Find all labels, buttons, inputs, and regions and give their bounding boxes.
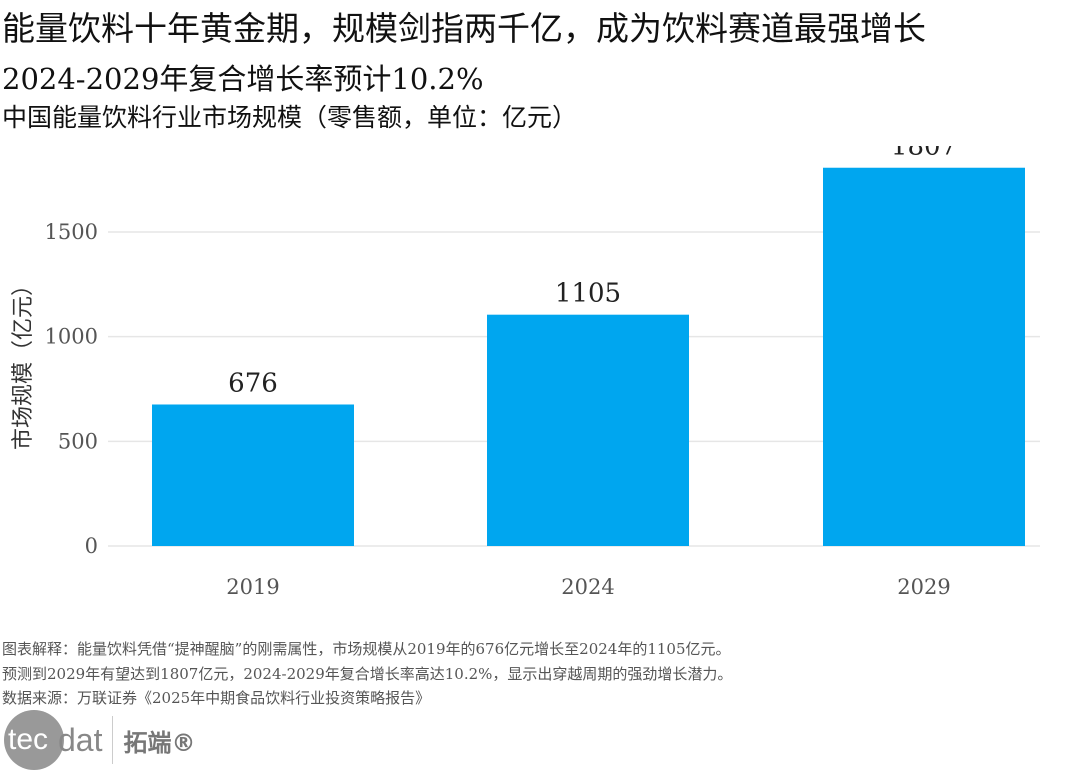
chart-subtitle-2: 中国能量饮料行业市场规模（零售额，单位：亿元）: [2, 103, 578, 132]
note-line-1: 图表解释：能量饮料凭借“提神醒脑”的刚需属性，市场规模从2019年的676亿元增…: [2, 640, 731, 658]
y-tick-label: 500: [58, 429, 98, 453]
bar-2024: [487, 314, 689, 546]
x-tick-label: 2019: [226, 575, 279, 599]
data-label: 1105: [555, 279, 621, 309]
chart-title: 能量饮料十年黄金期，规模剑指两千亿，成为饮料赛道最强增长: [2, 9, 926, 48]
y-tick-label: 0: [85, 534, 98, 558]
x-tick-label: 2024: [561, 575, 614, 599]
bar-2029: [823, 167, 1025, 546]
data-label: 676: [228, 368, 278, 398]
bar-2019: [152, 404, 354, 546]
source-note: 数据来源：万联证券《2025年中期食品饮料行业投资策略报告》: [2, 689, 431, 707]
chart-subtitle: 2024-2029年复合增长率预计10.2%: [2, 62, 484, 96]
y-axis-label: 市场规模（亿元）: [11, 274, 36, 450]
note-line-2: 预测到2029年有望达到1807亿元，2024-2029年复合增长率高达10.2…: [2, 665, 733, 683]
tecdat-logo: tec dat 拓端®: [4, 710, 195, 770]
y-tick-label: 1500: [45, 220, 98, 244]
data-label: 1807: [891, 132, 957, 162]
y-tick-label: 1000: [45, 325, 98, 349]
logo-cn: 拓端®: [123, 728, 196, 757]
x-tick-label: 2029: [897, 575, 950, 599]
